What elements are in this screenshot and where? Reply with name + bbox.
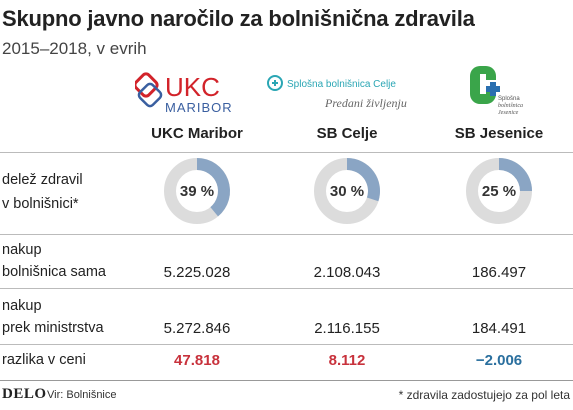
sb-jesenice-logo: Splošna bolnišnica Jesenice	[470, 66, 523, 116]
own-label-line1: nakup	[2, 242, 42, 258]
ukc-maribor-logo: UKC MARIBOR	[135, 72, 233, 115]
donut-label-3: 25 %	[482, 183, 516, 200]
row-divider	[0, 288, 573, 289]
own-value-celje: 2.108.043	[313, 264, 381, 281]
ukc-logo-main: UKC	[165, 72, 220, 102]
celje-logo-tagline: Predani življenju	[324, 96, 407, 110]
diff-value-celje: 8.112	[328, 352, 366, 369]
jesenice-logo-line1: Splošna	[498, 96, 520, 102]
footnote: * zdravila zadostujejo za pol leta	[398, 388, 570, 402]
page-subtitle: 2015–2018, v evrih	[2, 39, 147, 58]
donut-ukc: 39 %	[164, 158, 230, 224]
diff-value-jesenice: −2.006	[475, 352, 523, 369]
ministry-value-jesenice: 184.491	[471, 320, 527, 337]
celje-logo-name: Splošna bolnišnica Celje	[287, 79, 396, 90]
donut-slice-3	[499, 158, 532, 191]
donut-jesenice: 25 %	[466, 158, 532, 224]
jesenice-logo-line3: Jesenice	[498, 110, 519, 116]
row-divider	[0, 234, 573, 235]
ministry-value-celje: 2.116.155	[314, 320, 380, 337]
footer-divider	[0, 380, 573, 381]
own-value-jesenice: 186.497	[471, 264, 527, 281]
diff-label: razlika v ceni	[2, 352, 86, 368]
donut-celje: 30 %	[314, 158, 380, 224]
donut-slice-2	[347, 158, 380, 202]
jesenice-logo-line2: bolnišnica	[498, 103, 523, 109]
sb-celje-logo: Splošna bolnišnica Celje Predani življen…	[267, 75, 407, 110]
ministry-value-ukc: 5.272.846	[163, 320, 231, 337]
diff-value-ukc: 47.818	[174, 352, 220, 369]
own-value-ukc: 5.225.028	[163, 264, 231, 281]
row-divider	[0, 152, 573, 153]
ministry-label-line1: nakup	[2, 298, 42, 314]
row-divider	[0, 344, 573, 345]
column-header-jesenice: SB Jesenice	[454, 125, 544, 142]
page-title: Skupno javno naročilo za bolnišnična zdr…	[2, 6, 475, 31]
ukc-logo-sub: MARIBOR	[165, 100, 233, 115]
ministry-label-line2: prek ministrstva	[2, 320, 104, 336]
share-label-line2: v bolnišnici*	[2, 196, 79, 212]
donut-label-2: 30 %	[330, 183, 364, 200]
donut-label-1: 39 %	[180, 183, 214, 200]
column-header-ukc: UKC Maribor	[151, 125, 243, 142]
column-header-celje: SB Celje	[316, 125, 378, 142]
source-note: Vir: Bolnišnice	[47, 389, 117, 401]
share-label-line1: delež zdravil	[2, 172, 83, 188]
own-label-line2: bolnišnica sama	[2, 264, 106, 280]
delo-brand: DELO	[2, 386, 47, 402]
donut-slice-1	[197, 158, 230, 217]
